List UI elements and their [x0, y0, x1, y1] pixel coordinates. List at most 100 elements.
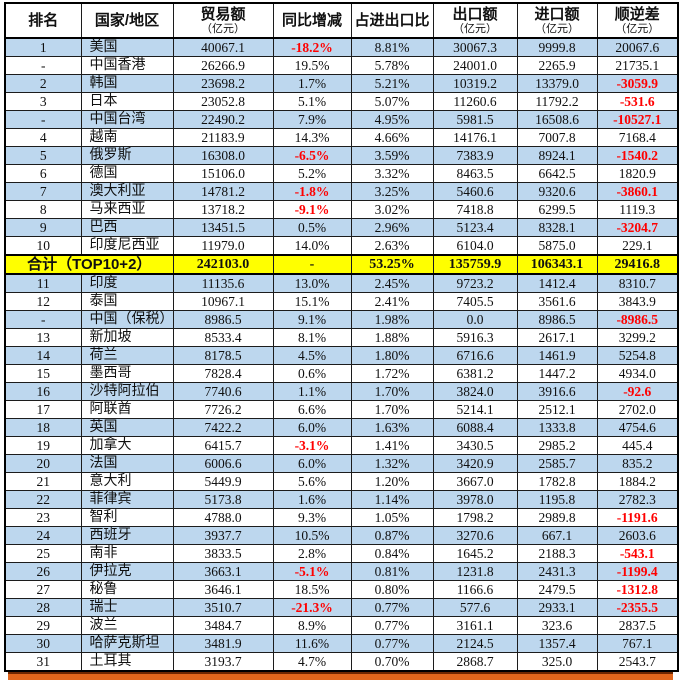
table-row: 16 沙特阿拉伯 7740.6 1.1% 1.70% 3824.0 3916.6 -92.6	[4, 382, 679, 401]
cell-yoy: 5.2%	[272, 164, 352, 183]
cell-exp: 9723.2	[432, 273, 518, 293]
cell-exp: 1645.2	[432, 544, 518, 563]
cell-region: 菲律宾	[80, 490, 174, 509]
cell-bal: 4934.0	[596, 364, 679, 383]
cell-exp: 3420.9	[432, 454, 518, 473]
cell-share: 0.77%	[350, 598, 434, 617]
cell-bal: 1884.2	[596, 472, 679, 491]
cell-rank: 18	[4, 418, 82, 437]
cell-bal: 835.2	[596, 454, 679, 473]
cell-imp: 2265.9	[516, 56, 598, 75]
cell-yoy: 1.7%	[272, 74, 352, 93]
header-label: 占进出口比	[354, 11, 430, 29]
header-cell-balance: 顺逆差 （亿元）	[596, 2, 679, 39]
cell-imp: 5875.0	[516, 236, 598, 256]
table-row: 31 土耳其 3193.7 4.7% 0.70% 2868.7 325.0 2543.7	[4, 652, 679, 672]
cell-region: 哈萨克斯坦	[80, 634, 174, 653]
table-row: - 中国香港 26266.9 19.5% 5.78% 24001.0 2265.9 21735…	[4, 56, 679, 75]
cell-rank: 16	[4, 382, 82, 401]
cell-region: 新加坡	[80, 328, 174, 347]
table-row: 11 印度 11135.6 13.0% 2.45% 9723.2 1412.4 8310.7	[4, 273, 679, 293]
cell-yoy: 9.3%	[272, 508, 352, 527]
cell-region: 意大利	[80, 472, 174, 491]
cell-bal: -2355.5	[596, 598, 679, 617]
cell-trade: 13718.2	[172, 200, 274, 219]
cell-yoy: -21.3%	[272, 598, 352, 617]
cell-trade: 11979.0	[172, 236, 274, 256]
cell-yoy: -1.8%	[272, 182, 352, 201]
cell-share: 2.41%	[350, 292, 434, 311]
table-row: 10 印度尼西亚 11979.0 14.0% 2.63% 6104.0 5875.0 229.…	[4, 236, 679, 256]
cell-rank: 2	[4, 74, 82, 93]
table-row: 9 巴西 13451.5 0.5% 2.96% 5123.4 8328.1 -3204.7	[4, 218, 679, 237]
cell-region: 秘鲁	[80, 580, 174, 599]
cell-imp: 2985.2	[516, 436, 598, 455]
cell-trade: 7828.4	[172, 364, 274, 383]
cell-exp: 5916.3	[432, 328, 518, 347]
cell-rank: 1	[4, 37, 82, 57]
cell-share: 1.70%	[350, 382, 434, 401]
table-row: 12 泰国 10967.1 15.1% 2.41% 7405.5 3561.6 3843.9	[4, 292, 679, 311]
cell-imp: 1782.8	[516, 472, 598, 491]
cell-share: 1.14%	[350, 490, 434, 509]
cell-share: 0.84%	[350, 544, 434, 563]
cell-yoy: -9.1%	[272, 200, 352, 219]
cell-bal: 767.1	[596, 634, 679, 653]
cell-rank: 3	[4, 92, 82, 111]
cell-trade: 8986.5	[172, 310, 274, 329]
table-row: 14 荷兰 8178.5 4.5% 1.80% 6716.6 1461.9 5254.8	[4, 346, 679, 365]
cell-bal: 2603.6	[596, 526, 679, 545]
cell-bal: 229.1	[596, 236, 679, 256]
table-row: 29 波兰 3484.7 8.9% 0.77% 3161.1 323.6 2837.5	[4, 616, 679, 635]
cell-yoy: 4.5%	[272, 346, 352, 365]
cell-share: 1.63%	[350, 418, 434, 437]
cell-imp: 1461.9	[516, 346, 598, 365]
cell-exp: 3270.6	[432, 526, 518, 545]
table-row: 3 日本 23052.8 5.1% 5.07% 11260.6 11792.2 -531.6	[4, 92, 679, 111]
cell-bal: -1312.8	[596, 580, 679, 599]
cell-imp: 2585.7	[516, 454, 598, 473]
cell-imp: 3916.6	[516, 382, 598, 401]
cell-share: 1.98%	[350, 310, 434, 329]
cell-imp: 9999.8	[516, 37, 598, 57]
header-label: 排名	[28, 11, 59, 29]
cell-trade: 13451.5	[172, 218, 274, 237]
table-row: 22 菲律宾 5173.8 1.6% 1.14% 3978.0 1195.8 2782.3	[4, 490, 679, 509]
header-cell-region: 国家/地区	[80, 2, 174, 39]
cell-bal: 4754.6	[596, 418, 679, 437]
cell-bal: -3204.7	[596, 218, 679, 237]
cell-yoy: 18.5%	[272, 580, 352, 599]
cell-region: 印度	[80, 273, 174, 293]
cell-rank: 28	[4, 598, 82, 617]
cell-trade: 6006.6	[172, 454, 274, 473]
table-body: 1 美国 40067.1 -18.2% 8.81% 30067.3 9999.8 20067.…	[4, 37, 679, 672]
cell-rank: 9	[4, 218, 82, 237]
cell-yoy: 8.1%	[272, 328, 352, 347]
cell-region: 中国香港	[80, 56, 174, 75]
cell-imp: 667.1	[516, 526, 598, 545]
cell-region: 加拿大	[80, 436, 174, 455]
cell-rank: 24	[4, 526, 82, 545]
cell-trade: 23052.8	[172, 92, 274, 111]
cell-trade: 40067.1	[172, 37, 274, 57]
cell-rank: 7	[4, 182, 82, 201]
cell-trade: 3663.1	[172, 562, 274, 581]
cell-share: 3.32%	[350, 164, 434, 183]
cell-exp: 6381.2	[432, 364, 518, 383]
cell-rank: 27	[4, 580, 82, 599]
cell-bal: 7168.4	[596, 128, 679, 147]
cell-imp: 16508.6	[516, 110, 598, 129]
cell-trade: 3833.5	[172, 544, 274, 563]
cell-exp: 6716.6	[432, 346, 518, 365]
cell-exp: 3430.5	[432, 436, 518, 455]
cell-imp: 325.0	[516, 652, 598, 672]
cell-yoy: 14.3%	[272, 128, 352, 147]
cell-rank: 31	[4, 652, 82, 672]
cell-trade: 7740.6	[172, 382, 274, 401]
table-row: 6 德国 15106.0 5.2% 3.32% 8463.5 6642.5 1820.9	[4, 164, 679, 183]
cell-trade: 21183.9	[172, 128, 274, 147]
cell-exp: 14176.1	[432, 128, 518, 147]
table-row: 4 越南 21183.9 14.3% 4.66% 14176.1 7007.8 7168.4	[4, 128, 679, 147]
cell-imp: 2933.1	[516, 598, 598, 617]
